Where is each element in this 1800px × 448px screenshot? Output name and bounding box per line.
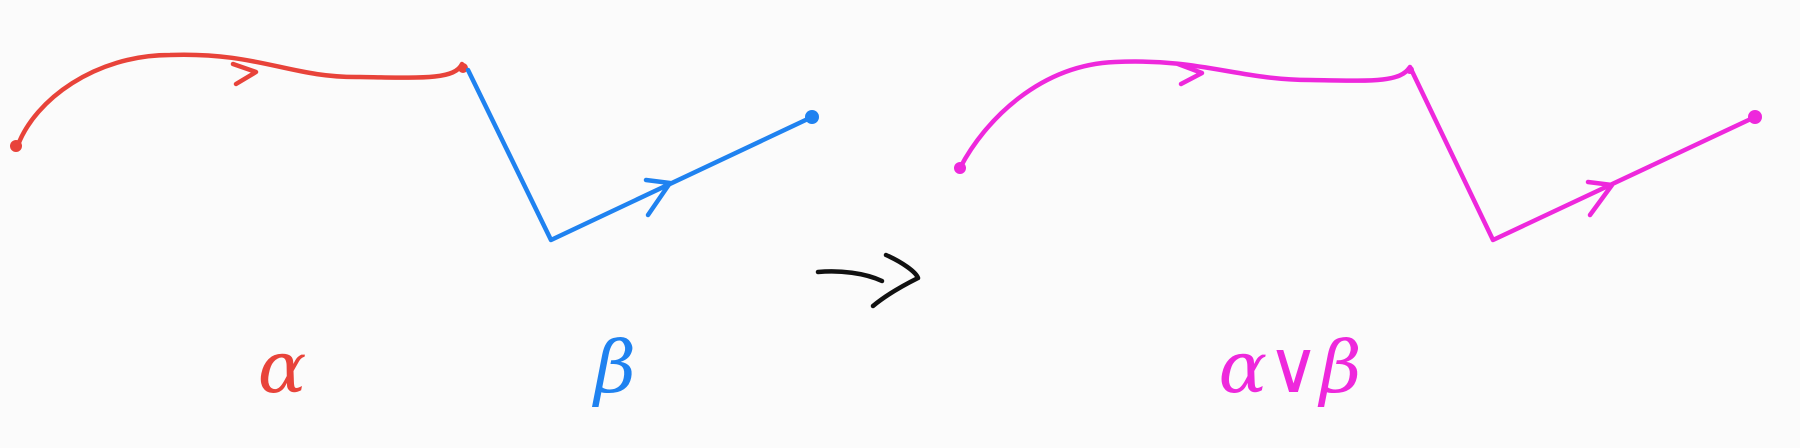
alpha-label: α: [258, 325, 307, 409]
beta-direction-arrowhead: [643, 177, 673, 218]
alpha-end-point: [458, 63, 468, 73]
beta-end-point: [805, 110, 819, 124]
alpha-direction-arrowhead: [230, 61, 259, 87]
concat-end-point: [1748, 110, 1762, 124]
concat-path: [957, 59, 1758, 243]
arrow-head: [870, 252, 921, 309]
beta-label: β: [591, 325, 636, 409]
alpha-path-group: [10, 52, 468, 152]
concat-label: α∨β: [1219, 325, 1362, 409]
concat-join-point: [1406, 66, 1414, 74]
concat-second-arrowhead: [1585, 179, 1615, 218]
concat-path-group: [954, 59, 1762, 243]
alpha-path: [15, 52, 465, 148]
right-arrow-icon: [815, 252, 921, 309]
alpha-start-point: [10, 140, 22, 152]
concat-first-arrowhead: [1175, 61, 1205, 87]
arrow-shaft: [815, 269, 885, 284]
beta-path: [465, 67, 815, 243]
concat-start-point: [954, 162, 966, 174]
beta-path-group: [465, 67, 819, 243]
